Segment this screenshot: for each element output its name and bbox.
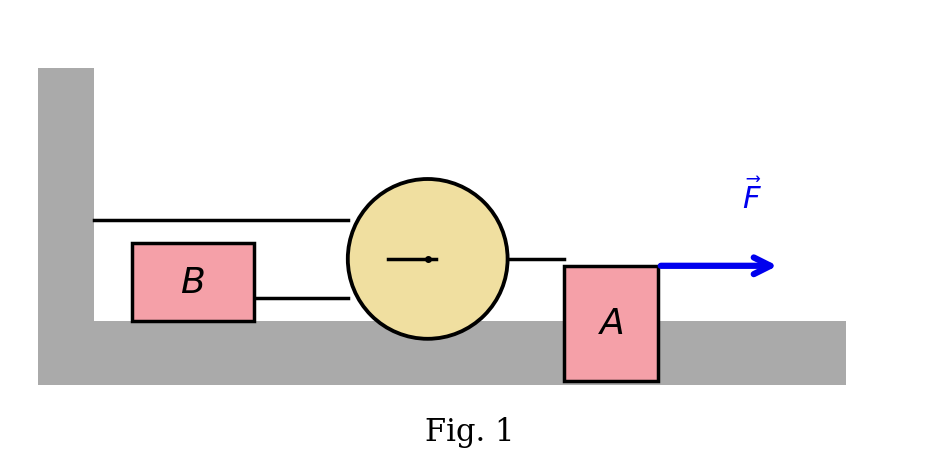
Text: $\vec{F}$: $\vec{F}$ — [742, 179, 762, 215]
Bar — [38, 69, 94, 321]
Text: $B$: $B$ — [180, 265, 205, 299]
Bar — [132, 243, 254, 321]
Bar — [38, 321, 846, 386]
Bar — [564, 266, 658, 381]
Text: $A$: $A$ — [598, 307, 624, 341]
Text: Fig. 1: Fig. 1 — [425, 416, 515, 447]
Ellipse shape — [348, 179, 508, 339]
